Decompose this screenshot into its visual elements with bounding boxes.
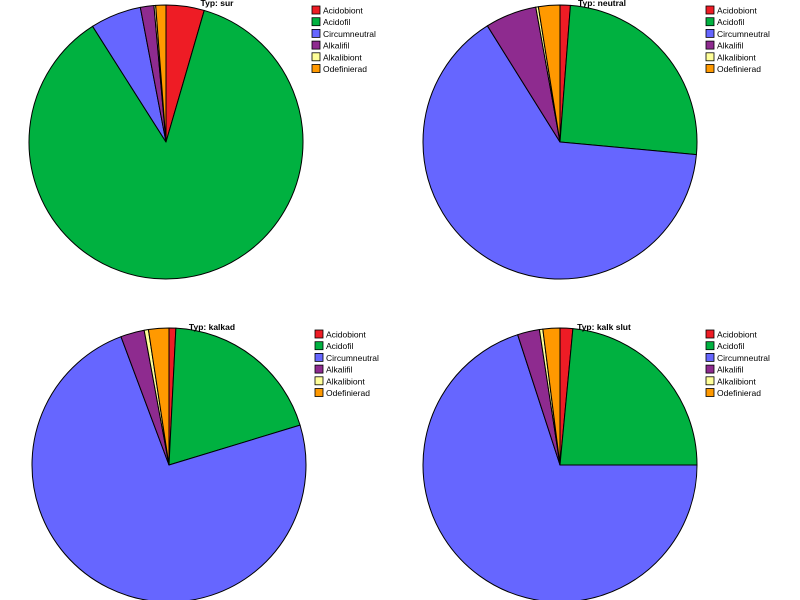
legend-label-alkalibiont: Alkalibiont (717, 376, 756, 386)
legend-swatch-acidobiont (311, 5, 321, 15)
legend-label-circumneutral: Circumneutral (326, 353, 379, 363)
legend-swatch-acidobiont (705, 329, 715, 339)
legend-label-alkalifil: Alkalifil (323, 41, 350, 51)
legend-label-acidobiont: Acidobiont (717, 6, 757, 16)
chart-title: Typ: sur (201, 0, 235, 8)
chart-title: Typ: neutral (578, 0, 626, 8)
legend-label-acidobiont: Acidobiont (323, 6, 363, 16)
legend-label-acidofil: Acidofil (323, 17, 351, 27)
legend-swatch-circumneutral (314, 352, 324, 362)
legend-swatch-alkalibiont (314, 376, 324, 386)
legend-swatch-alkalifil (311, 40, 321, 50)
legend-label-acidofil: Acidofil (717, 341, 745, 351)
pie-slice-acidofil (28, 9, 304, 280)
legend-swatch-acidofil (311, 17, 321, 27)
legend-label-odefinierad: Odefinierad (717, 388, 761, 398)
legend-label-alkalifil: Alkalifil (326, 365, 353, 375)
legend-swatch-circumneutral (705, 28, 715, 38)
legend-swatch-acidofil (705, 17, 715, 27)
legend-label-circumneutral: Circumneutral (717, 29, 770, 39)
legend-swatch-acidofil (314, 341, 324, 351)
pie-slice-odefinierad (537, 4, 561, 143)
legend-label-alkalifil: Alkalifil (717, 41, 744, 51)
legend-swatch-alkalibiont (311, 52, 321, 62)
legend-label-acidobiont: Acidobiont (717, 330, 757, 340)
legend-swatch-odefinierad (705, 388, 715, 397)
legend-swatch-odefinierad (314, 388, 324, 397)
chart-title: Typ: kalk slut (577, 322, 631, 332)
legend-label-alkalifil: Alkalifil (717, 365, 744, 375)
legend-swatch-odefinierad (311, 64, 321, 73)
legend-label-circumneutral: Circumneutral (717, 353, 770, 363)
legend-swatch-acidobiont (314, 329, 324, 339)
legend-swatch-alkalifil (705, 40, 715, 50)
legend-swatch-circumneutral (705, 352, 715, 362)
pie-slice-odefinierad (147, 327, 170, 466)
legend-swatch-alkalifil (314, 364, 324, 374)
legend-swatch-acidobiont (705, 5, 715, 15)
pie-slice-odefinierad (542, 327, 561, 466)
legend-swatch-alkalibiont (705, 52, 715, 62)
legend-swatch-acidofil (705, 341, 715, 351)
legend-label-alkalibiont: Alkalibiont (717, 52, 756, 62)
pie-slice-acidofil (559, 328, 698, 466)
legend-label-alkalibiont: Alkalibiont (323, 52, 362, 62)
pie-chart-1: Typ: surAcidobiontAcidofilCircumneutralA… (28, 0, 376, 280)
legend-swatch-alkalifil (705, 364, 715, 374)
legend-swatch-circumneutral (311, 28, 321, 38)
legend-label-acidofil: Acidofil (717, 17, 745, 27)
legend-label-odefinierad: Odefinierad (717, 64, 761, 74)
legend-swatch-alkalibiont (705, 376, 715, 386)
legend-swatch-odefinierad (705, 64, 715, 73)
pie-slice-circumneutral (31, 336, 307, 600)
legend-label-acidofil: Acidofil (326, 341, 354, 351)
pie-slice-acidofil (168, 327, 301, 466)
pie-slice-circumneutral (422, 334, 698, 600)
pie-slice-circumneutral (422, 25, 697, 280)
pie-slice-acidofil (559, 4, 698, 156)
legend-label-odefinierad: Odefinierad (326, 388, 370, 398)
legend-label-odefinierad: Odefinierad (323, 64, 367, 74)
legend-label-alkalibiont: Alkalibiont (326, 376, 365, 386)
legend-label-acidobiont: Acidobiont (326, 330, 366, 340)
legend-label-circumneutral: Circumneutral (323, 29, 376, 39)
pie-slice-odefinierad (155, 4, 167, 143)
chart-title: Typ: kalkad (189, 322, 235, 332)
